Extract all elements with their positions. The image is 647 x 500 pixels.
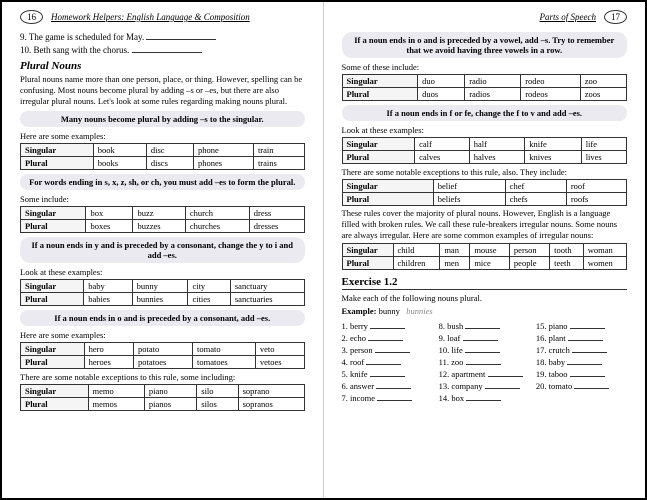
table-2: Singularboxbuzzchurchdress Pluralboxesbu… [20,206,305,233]
rule-2: For words ending in s, x, z, sh, or ch, … [20,174,305,190]
some-include: Some include: [20,194,305,204]
table-8: Singularbeliefchefroof Pluralbeliefschef… [342,179,628,206]
exercise-item: 7. income [342,393,433,403]
blank-10[interactable] [132,45,202,53]
table-4: Singularheropotatotomatoveto Pluralheroe… [20,342,305,369]
exercise-columns: 1. berry 2. echo 3. person 4. roof 5. kn… [342,319,628,405]
table-3: Singularbabybunnycitysanctuary Pluralbab… [20,279,305,306]
header-title-right: Parts of Speech [350,12,597,22]
left-page: 16 Homework Helpers: English Language & … [2,2,324,498]
exercise-item: 17. crutch [536,345,627,355]
exercise-item: 6. answer [342,381,433,391]
exercise-example: Example: bunny bunnies [342,306,628,317]
header-left: 16 Homework Helpers: English Language & … [20,10,305,24]
exercise-item: 10. life [439,345,530,355]
some-of-these: Some of these include: [342,62,628,72]
header-right: Parts of Speech 17 [342,10,628,24]
exercise-item: 18. baby [536,357,627,367]
rule-3: If a noun ends in y and is preceded by a… [20,237,305,263]
exercise-col-2: 8. bush 9. loaf 10. life 11. zoo 12. apa… [439,319,530,405]
question-9: 9. The game is scheduled for May. [20,32,305,42]
exercise-item: 5. knife [342,369,433,379]
exercise-item: 14. box [439,393,530,403]
header-title-left: Homework Helpers: English Language & Com… [51,12,297,22]
exercise-item: 16. plant [536,333,627,343]
exercise-item: 11. zoo [439,357,530,367]
exercise-item: 13. company [439,381,530,391]
irregular-para: These rules cover the majority of plural… [342,208,628,241]
look-at-1: Look at these examples: [20,267,305,277]
intro-text: Plural nouns name more than one person, … [20,74,305,107]
exercise-item: 3. person [342,345,433,355]
rule-4: If a noun ends in o and is preceded by a… [20,310,305,326]
right-page: Parts of Speech 17 If a noun ends in o a… [324,2,646,498]
rule-1: Many nouns become plural by adding –s to… [20,111,305,127]
examples-label-1: Here are some examples: [20,131,305,141]
exercise-col-1: 1. berry 2. echo 3. person 4. roof 5. kn… [342,319,433,405]
exercise-item: 15. piano [536,321,627,331]
exercise-item: 19. taboo [536,369,627,379]
table-9: Singularchildmanmousepersontoothwoman Pl… [342,243,628,270]
page-number-right: 17 [604,10,627,24]
exercise-item: 12. apartment [439,369,530,379]
exercise-item: 9. loaf [439,333,530,343]
rule-6: If a noun ends in f or fe, change the f … [342,105,628,121]
exercise-item: 4. roof [342,357,433,367]
table-1: Singularbookdiscphonetrain Pluralbooksdi… [20,143,305,170]
look-at-2: Look at these examples: [342,125,628,135]
exceptions-label-1: There are some notable exceptions to thi… [20,372,305,382]
table-7: Singularcalfhalfknifelife Pluralcalvesha… [342,137,628,164]
exercise-item: 8. bush [439,321,530,331]
section-plural-nouns: Plural Nouns [20,60,305,72]
examples-label-2: Here are some examples: [20,330,305,340]
exercise-item: 1. berry [342,321,433,331]
exercise-title: Exercise 1.2 [342,276,628,290]
exercise-col-3: 15. piano 16. plant 17. crutch 18. baby … [536,319,627,405]
table-6: Singularduoradiorodeozoo Pluralduosradio… [342,74,628,101]
exercise-instructions: Make each of the following nouns plural. [342,293,628,304]
table-5: Singularmemopianosilosoprano Pluralmemos… [20,384,305,411]
exceptions-label-2: There are some notable exceptions to thi… [342,167,628,177]
rule-5: If a noun ends in o and is preceded by a… [342,32,628,58]
exercise-item: 2. echo [342,333,433,343]
question-10: 10. Beth sang with the chorus. [20,45,305,55]
exercise-item: 20. tomato [536,381,627,391]
blank-9[interactable] [146,32,216,40]
page-number-left: 16 [20,10,43,24]
